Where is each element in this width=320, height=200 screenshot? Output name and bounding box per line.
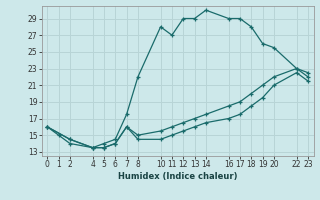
X-axis label: Humidex (Indice chaleur): Humidex (Indice chaleur)	[118, 172, 237, 181]
